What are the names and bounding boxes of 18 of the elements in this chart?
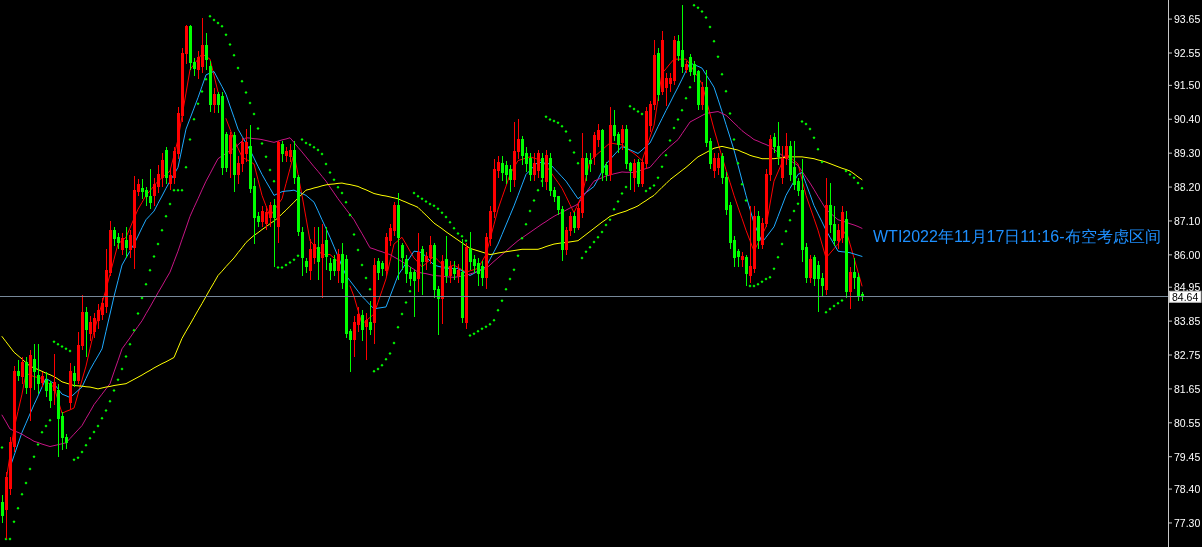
annotation: WTI2022年11月17日11:16-布空考虑区间	[873, 228, 1161, 245]
y-tick-label: 80.55	[1174, 416, 1201, 429]
y-tick-label: 83.85	[1174, 315, 1201, 328]
y-tick-label: 84.95	[1174, 281, 1201, 294]
y-tick-label: 91.50	[1174, 79, 1201, 92]
ref-line-label: 84.64	[1172, 291, 1199, 304]
y-tick-label: 82.75	[1174, 349, 1201, 362]
y-tick-label: 89.30	[1174, 147, 1201, 160]
y-tick-label: 79.45	[1174, 450, 1201, 463]
y-tick-label: 78.40	[1174, 483, 1201, 496]
y-tick-label: 86.00	[1174, 248, 1201, 261]
y-tick-label: 88.20	[1174, 181, 1201, 194]
y-tick-label: 77.30	[1174, 516, 1201, 529]
y-tick-label: 93.65	[1174, 13, 1201, 26]
y-tick-label: 90.40	[1174, 113, 1201, 126]
y-tick-label: 92.55	[1174, 47, 1201, 60]
y-tick-label: 87.10	[1174, 214, 1201, 227]
y-tick-label: 81.65	[1174, 382, 1201, 395]
